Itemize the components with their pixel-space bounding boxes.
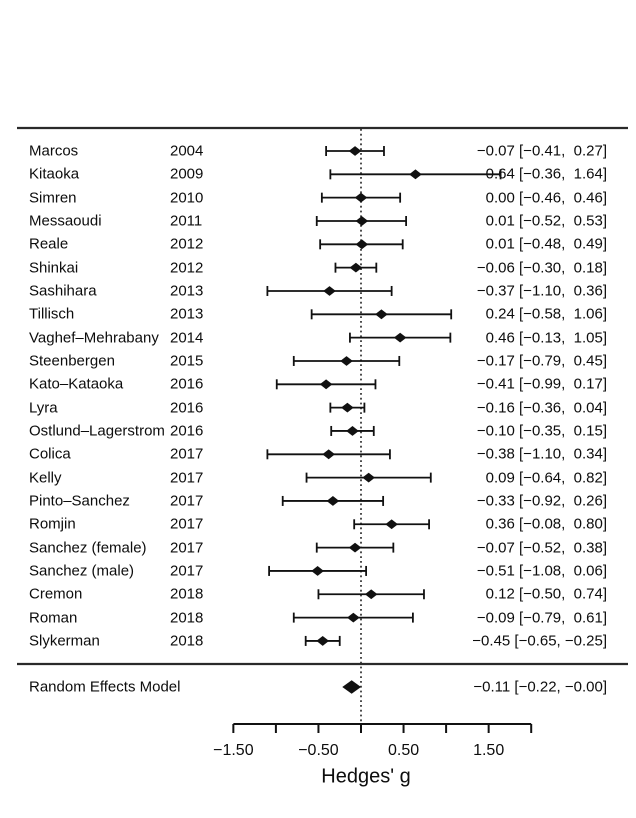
axis-tick-label: −0.50 <box>298 742 339 759</box>
axis-tick-label: 1.50 <box>473 742 505 759</box>
study-year-label: 2010 <box>170 189 204 207</box>
study-year-label: 2017 <box>170 562 204 580</box>
study-estimate-label: −0.06 [−0.30, 0.18] <box>476 259 607 277</box>
study-estimate-label: −0.16 [−0.36, 0.04] <box>476 399 607 417</box>
study-estimate-label: 0.24 [−0.58, 1.06] <box>485 305 607 323</box>
study-year-label: 2017 <box>170 445 204 463</box>
study-name-label: Sanchez (female) <box>29 539 147 557</box>
study-name-label: Shinkai <box>29 259 79 277</box>
study-year-label: 2017 <box>170 539 204 557</box>
study-year-label: 2011 <box>170 212 203 230</box>
study-estimate-label: 0.00 [−0.46, 0.46] <box>485 189 607 207</box>
study-year-label: 2016 <box>170 422 204 440</box>
study-estimate-label: −0.07 [−0.41, 0.27] <box>476 142 607 160</box>
study-estimate-label: −0.09 [−0.79, 0.61] <box>476 609 607 627</box>
study-year-label: 2012 <box>170 235 204 253</box>
study-name-label: Sanchez (male) <box>29 562 135 580</box>
study-year-label: 2017 <box>170 515 204 533</box>
study-estimate-label: −0.51 [−1.08, 0.06] <box>476 562 607 580</box>
study-name-label: Sashihara <box>29 282 97 300</box>
study-name-label: Reale <box>29 235 69 253</box>
study-estimate-label: 0.36 [−0.08, 0.80] <box>485 515 607 533</box>
study-estimate-label: 0.09 [−0.64, 0.82] <box>485 469 607 487</box>
study-estimate-label: 0.01 [−0.48, 0.49] <box>485 235 607 253</box>
study-year-label: 2009 <box>170 165 204 183</box>
study-year-label: 2013 <box>170 282 204 300</box>
study-year-label: 2014 <box>170 329 204 347</box>
study-estimate-label: −0.45 [−0.65, −0.25] <box>472 632 607 650</box>
study-estimate-label: 0.64 [−0.36, 1.64] <box>485 165 607 183</box>
x-axis-title: Hedges' g <box>321 765 411 788</box>
study-estimate-label: −0.17 [−0.79, 0.45] <box>476 352 607 370</box>
summary-label: Random Effects Model <box>29 678 181 696</box>
study-year-label: 2018 <box>170 585 204 603</box>
study-estimate-label: 0.12 [−0.50, 0.74] <box>485 585 607 603</box>
study-name-label: Marcos <box>29 142 79 160</box>
study-name-label: Roman <box>29 609 78 627</box>
study-year-label: 2018 <box>170 609 204 627</box>
study-name-label: Kato–Kataoka <box>29 375 124 393</box>
study-estimate-label: −0.41 [−0.99, 0.17] <box>476 375 607 393</box>
study-name-label: Tillisch <box>29 305 75 323</box>
study-estimate-label: 0.46 [−0.13, 1.05] <box>485 329 607 347</box>
study-estimate-label: −0.10 [−0.35, 0.15] <box>476 422 607 440</box>
study-name-label: Colica <box>29 445 71 463</box>
study-estimate-label: −0.33 [−0.92, 0.26] <box>476 492 607 510</box>
study-estimate-label: 0.01 [−0.52, 0.53] <box>485 212 607 230</box>
study-name-label: Pinto–Sanchez <box>29 492 130 510</box>
study-name-label: Kelly <box>29 469 62 487</box>
study-name-label: Simren <box>29 189 77 207</box>
axis-tick-label: −1.50 <box>213 742 254 759</box>
study-year-label: 2004 <box>170 142 204 160</box>
study-year-label: 2018 <box>170 632 204 650</box>
study-year-label: 2015 <box>170 352 204 370</box>
study-year-label: 2017 <box>170 492 204 510</box>
study-name-label: Ostlund–Lagerstrom <box>29 422 165 440</box>
study-estimate-label: −0.37 [−1.10, 0.36] <box>476 282 607 300</box>
study-name-label: Steenbergen <box>29 352 115 370</box>
study-estimate-label: −0.38 [−1.10, 0.34] <box>476 445 607 463</box>
study-name-label: Lyra <box>29 399 58 417</box>
study-name-label: Vaghef–Mehrabany <box>29 329 159 347</box>
study-year-label: 2016 <box>170 399 204 417</box>
study-year-label: 2012 <box>170 259 204 277</box>
study-estimate-label: −0.07 [−0.52, 0.38] <box>476 539 607 557</box>
study-year-label: 2013 <box>170 305 204 323</box>
study-name-label: Romjin <box>29 515 76 533</box>
study-name-label: Kitaoka <box>29 165 80 183</box>
study-name-label: Slykerman <box>29 632 100 650</box>
study-year-label: 2017 <box>170 469 204 487</box>
axis-tick-label: 0.50 <box>387 742 420 759</box>
study-name-label: Cremon <box>29 585 83 603</box>
study-year-label: 2016 <box>170 375 204 393</box>
study-name-label: Messaoudi <box>29 212 102 230</box>
summary-estimate-label: −0.11 [−0.22, −0.00] <box>473 678 607 696</box>
